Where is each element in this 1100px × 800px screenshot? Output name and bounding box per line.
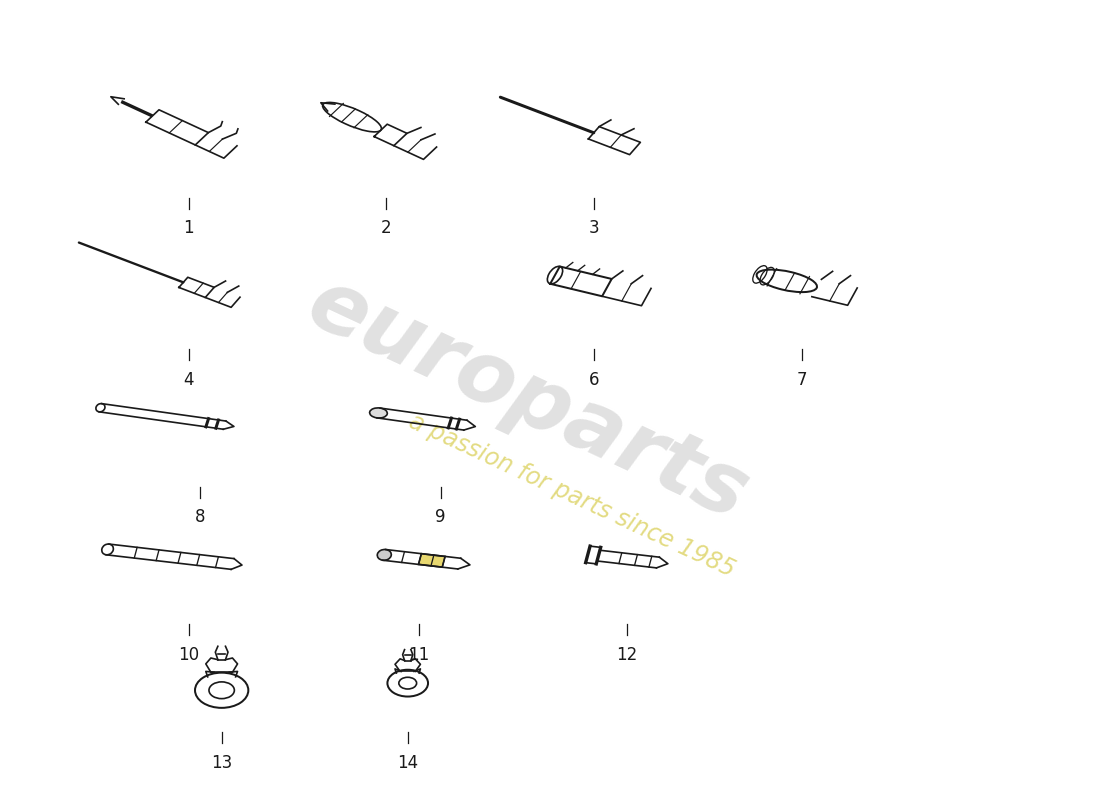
Text: 9: 9 — [436, 508, 446, 526]
Text: a passion for parts since 1985: a passion for parts since 1985 — [405, 409, 739, 582]
Ellipse shape — [370, 408, 387, 418]
Text: 14: 14 — [397, 754, 418, 772]
Text: 13: 13 — [211, 754, 232, 772]
Text: europarts: europarts — [295, 262, 761, 538]
Text: 12: 12 — [616, 646, 637, 663]
Text: 2: 2 — [381, 219, 392, 238]
Text: 1: 1 — [184, 219, 194, 238]
Polygon shape — [418, 554, 446, 567]
Text: 11: 11 — [408, 646, 429, 663]
Ellipse shape — [377, 550, 392, 560]
Text: 10: 10 — [178, 646, 199, 663]
Text: 6: 6 — [588, 371, 600, 389]
Text: 4: 4 — [184, 371, 194, 389]
Text: 8: 8 — [195, 508, 205, 526]
Text: 3: 3 — [588, 219, 600, 238]
Text: 7: 7 — [796, 371, 807, 389]
